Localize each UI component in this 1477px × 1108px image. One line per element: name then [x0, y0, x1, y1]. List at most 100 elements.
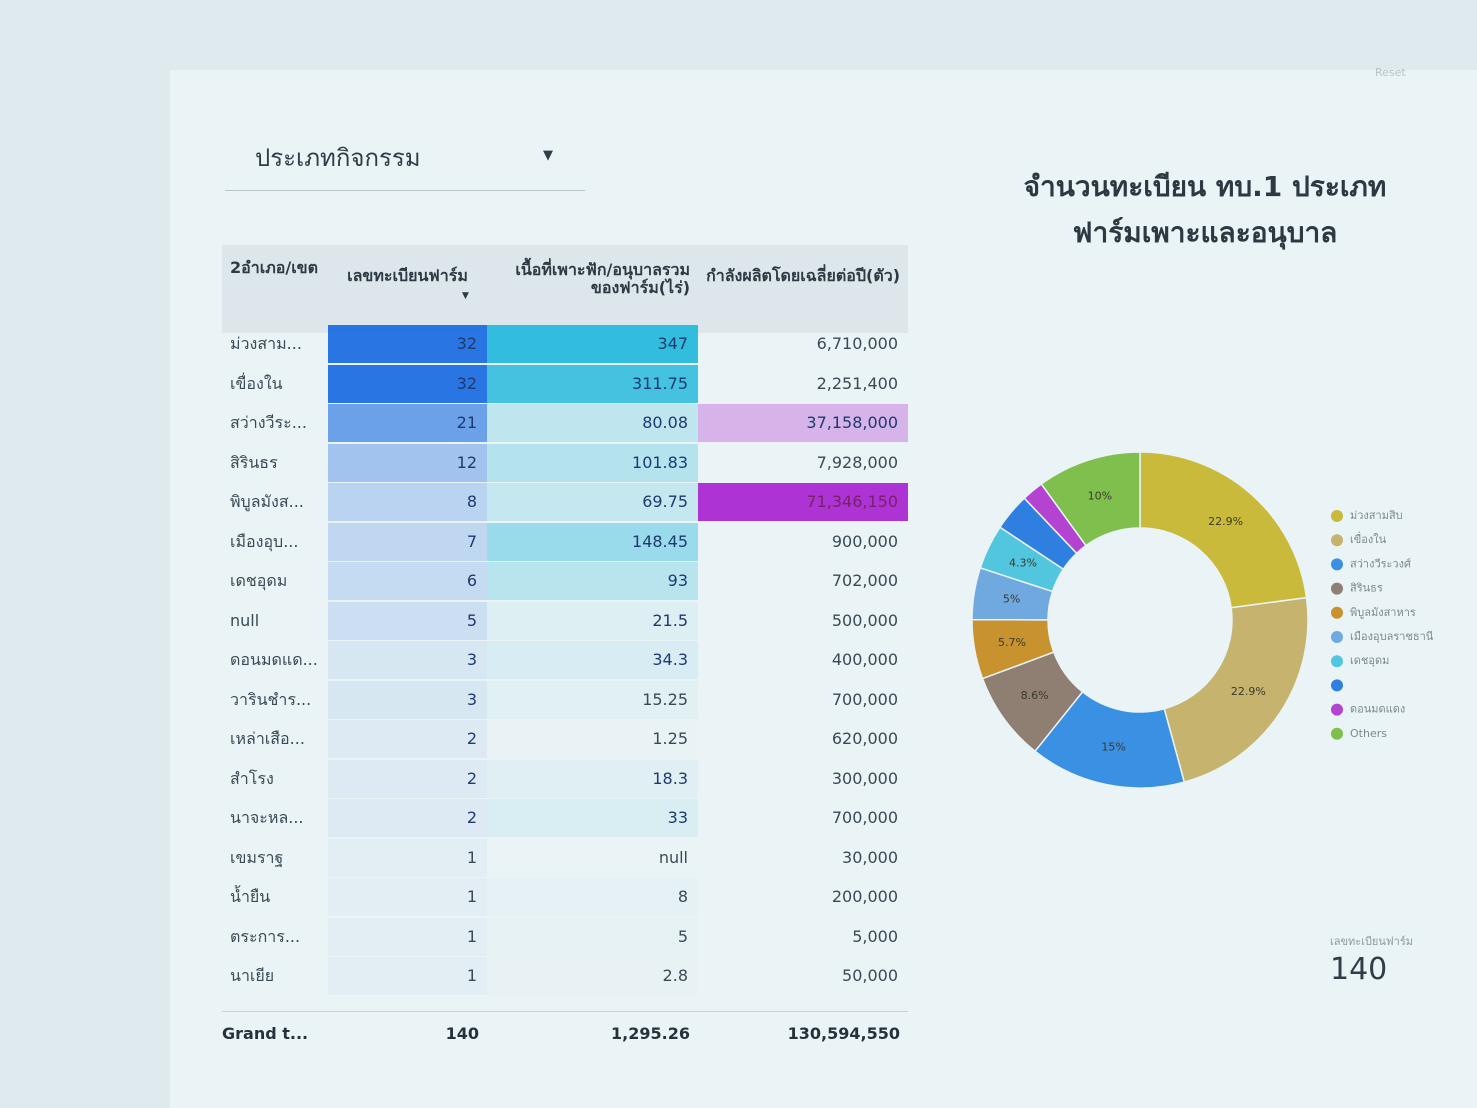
table-cell: 2,251,400 — [816, 373, 898, 393]
table-cell: 620,000 — [831, 729, 898, 748]
table-cell: 15.25 — [487, 680, 698, 719]
table-cell: 1 — [328, 878, 487, 916]
table-cell: 7,928,000 — [816, 452, 898, 472]
table-cell: 37,158,000 — [698, 404, 908, 442]
chart-title: จำนวนทะเบียน ทบ.1 ประเภท — [1024, 170, 1387, 203]
legend-swatch — [1331, 534, 1343, 547]
row-label: สิรินธร — [230, 452, 278, 472]
row-label: ม่วงสาม... — [230, 334, 302, 353]
donut-slice — [1040, 451, 1141, 547]
row-label: เดชอุดม — [230, 571, 288, 590]
scorecard-value: 140 — [1330, 952, 1388, 987]
table-cell: 8 — [328, 483, 487, 521]
table-cell: 3 — [328, 641, 487, 679]
table-cell: 2 — [328, 799, 487, 837]
row-label: ตระการ... — [230, 926, 301, 946]
slice-label: 5.7% — [998, 636, 1026, 649]
table-cell: 34.3 — [487, 641, 698, 679]
table-cell: 500,000 — [831, 610, 898, 630]
table-cell: 400,000 — [831, 650, 898, 669]
legend-label: สิรินธร — [1350, 582, 1383, 595]
table-cell: 8 — [487, 878, 698, 916]
dropdown-arrow: ▼ — [543, 148, 553, 163]
row-label: เมืองอุบ... — [230, 531, 299, 551]
donut-slice — [1163, 596, 1309, 783]
table-cell: 700,000 — [831, 689, 898, 709]
total-cell: 130,594,550 — [787, 1023, 900, 1043]
column-header: กำลังผลิตโดยเฉลี่ยต่อปี(ตัว) — [706, 266, 900, 285]
table-cell: 300,000 — [831, 768, 898, 788]
reset-button[interactable]: Reset — [1375, 66, 1406, 79]
chart-title: ฟาร์มเพาะและอนุบาล — [1073, 216, 1338, 250]
table-cell: null — [658, 847, 688, 867]
column-header[interactable]: เลขทะเบียนฟาร์ม — [347, 266, 468, 285]
table-cell: 2 — [328, 759, 487, 798]
slice-label: 22.9% — [1208, 515, 1243, 528]
slice-label: 22.9% — [1231, 685, 1266, 698]
legend-swatch — [1331, 510, 1343, 522]
table-cell: 50,000 — [842, 966, 898, 985]
legend-swatch — [1331, 727, 1343, 740]
table-cell: 33 — [487, 799, 698, 837]
row-label: นาจะหล... — [230, 808, 304, 827]
legend-swatch — [1331, 606, 1343, 619]
column-header: 2อำเภอ/เขต — [230, 258, 318, 277]
table-cell: 347 — [487, 325, 698, 363]
table-cell: 3 — [328, 680, 487, 719]
total-cell: Grand t... — [222, 1023, 309, 1043]
slice-label: 10% — [1088, 489, 1112, 502]
table-cell: 1 — [328, 839, 487, 877]
legend-label: พิบูลมังสาหาร — [1350, 606, 1416, 619]
row-label: นาเยีย — [230, 966, 275, 985]
table-cell: 1 — [328, 918, 487, 956]
table-cell: 21 — [328, 404, 487, 442]
row-label: เหล่าเสือ... — [230, 729, 305, 748]
table-cell: 5 — [677, 926, 688, 946]
table-cell: 7 — [328, 522, 487, 561]
row-label: วารินชำร... — [230, 689, 312, 709]
filter-label: ประเภทกิจกรรม — [255, 144, 421, 172]
legend-swatch — [1331, 631, 1343, 643]
table-cell: 101.83 — [487, 443, 698, 482]
table-cell: 2.8 — [662, 966, 688, 985]
legend-label: สว่างวีระวงศ์ — [1350, 557, 1411, 570]
row-label: สำโรง — [230, 768, 274, 788]
slice-label: 8.6% — [1021, 689, 1049, 702]
legend-label: เขื่องใน — [1350, 531, 1387, 546]
legend-label: Others — [1350, 727, 1387, 740]
row-label: เขมราฐ — [230, 847, 284, 867]
legend-swatch — [1331, 703, 1343, 716]
table-cell: 6 — [328, 562, 487, 600]
legend-label: ดอนมดแดง — [1350, 703, 1405, 716]
total-divider — [222, 1010, 908, 1012]
scorecard-label: เลขทะเบียนฟาร์ม — [1330, 935, 1414, 948]
table-cell: 32 — [328, 325, 487, 363]
row-label: สว่างวีระ... — [230, 413, 307, 432]
table-cell: 5 — [328, 601, 487, 640]
legend-label: เมืองอุบลราชธานี — [1350, 630, 1434, 643]
slice-label: 15% — [1101, 740, 1125, 753]
table-cell: 18.3 — [487, 759, 698, 798]
table-cell: 700,000 — [831, 808, 898, 827]
table-cell: 12 — [328, 443, 487, 482]
legend-swatch — [1331, 582, 1343, 595]
legend-swatch — [1331, 679, 1343, 692]
table-cell: 148.45 — [487, 522, 698, 561]
legend-swatch — [1331, 558, 1343, 571]
table-cell: 32 — [328, 364, 487, 403]
column-header: เนื้อที่เพาะฟัก/อนุบาลรวมของฟาร์ม(ไร่) — [515, 260, 690, 297]
legend-swatch — [1331, 655, 1343, 668]
table-cell: 93 — [487, 562, 698, 600]
filter-dropdown[interactable]: ประเภทกิจกรรม ▼ — [225, 130, 585, 191]
table-cell: 5,000 — [852, 926, 898, 946]
table-cell: 69.75 — [487, 483, 698, 521]
row-label: น้ำยืน — [230, 887, 271, 906]
total-cell: 140 — [445, 1023, 479, 1043]
table-cell: 702,000 — [831, 571, 898, 590]
table-cell: 6,710,000 — [816, 334, 898, 353]
row-label: เขื่องใน — [230, 373, 283, 393]
table-cell: 71,346,150 — [698, 483, 908, 521]
table-cell: 311.75 — [487, 364, 698, 403]
table-cell: 2 — [328, 720, 487, 758]
row-label: null — [230, 610, 260, 630]
